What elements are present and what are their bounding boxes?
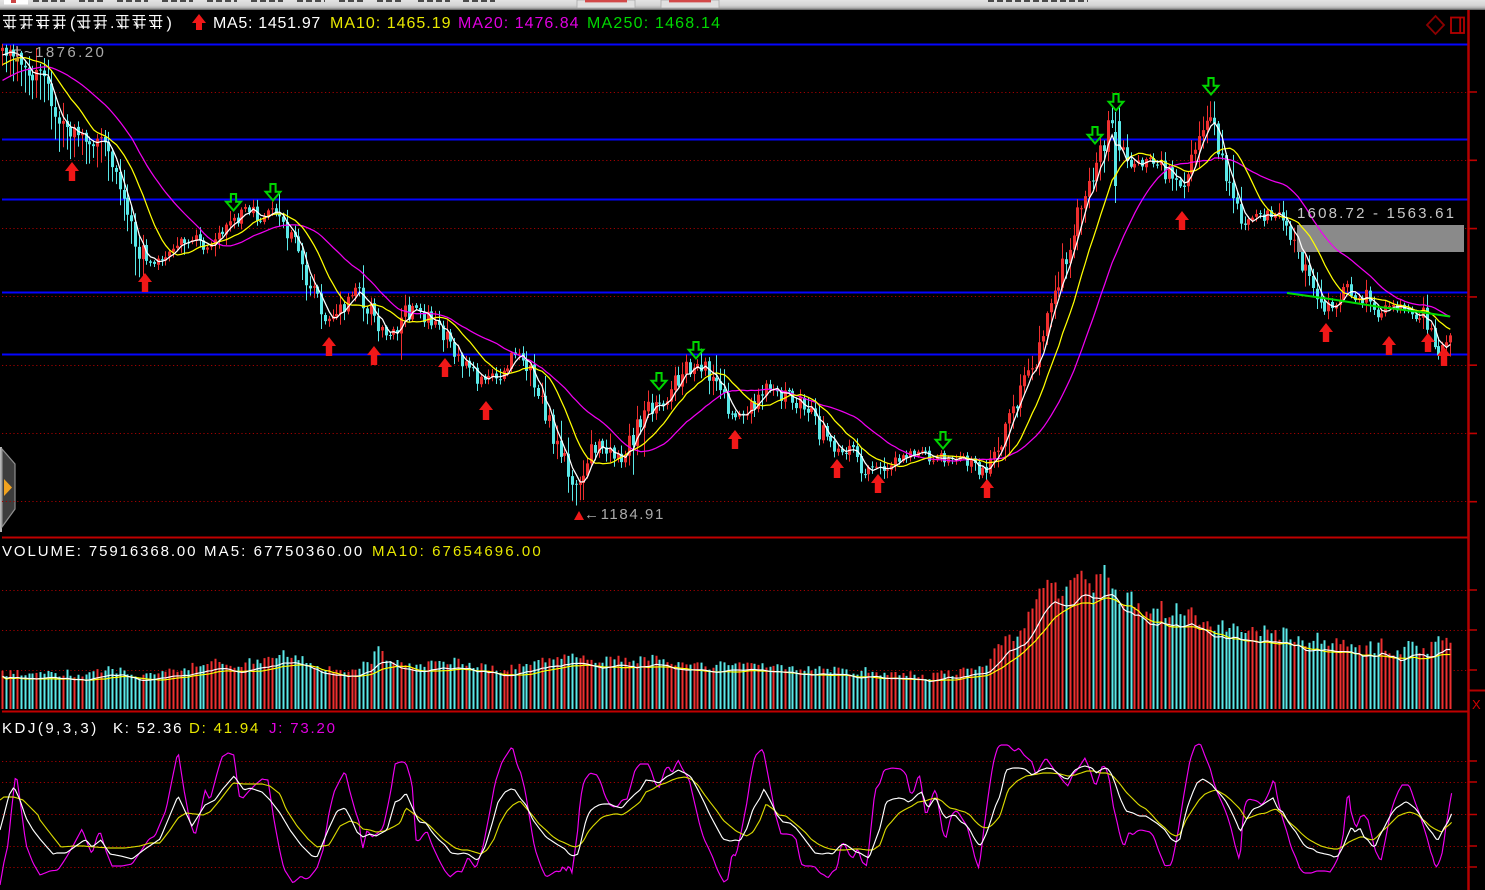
svg-text:MA5: 1451.97: MA5: 1451.97 [213, 15, 321, 32]
svg-text:): ) [167, 15, 172, 32]
svg-text:X: X [1472, 697, 1481, 712]
svg-text:~1876.20: ~1876.20 [24, 44, 106, 61]
svg-text:MA10: 1465.19: MA10: 1465.19 [330, 15, 452, 32]
svg-text:D: 41.94: D: 41.94 [189, 720, 260, 737]
svg-text:MA5: 67750360.00: MA5: 67750360.00 [204, 543, 364, 560]
svg-text:1608.72 - 1563.61: 1608.72 - 1563.61 [1297, 205, 1456, 222]
svg-text:MA10: 67654696.00: MA10: 67654696.00 [372, 543, 543, 560]
svg-text:MA20: 1476.84: MA20: 1476.84 [458, 15, 580, 32]
svg-text:(: ( [70, 15, 76, 32]
svg-text:KDJ(9,3,3): KDJ(9,3,3) [2, 720, 99, 737]
svg-text:J: 73.20: J: 73.20 [269, 720, 337, 737]
svg-text:.: . [110, 15, 114, 32]
svg-text:MA250: 1468.14: MA250: 1468.14 [587, 15, 721, 32]
svg-text:←1184.91: ←1184.91 [584, 506, 665, 523]
svg-text:VOLUME: 75916368.00: VOLUME: 75916368.00 [2, 543, 197, 560]
svg-text:K: 52.36: K: 52.36 [113, 720, 183, 737]
